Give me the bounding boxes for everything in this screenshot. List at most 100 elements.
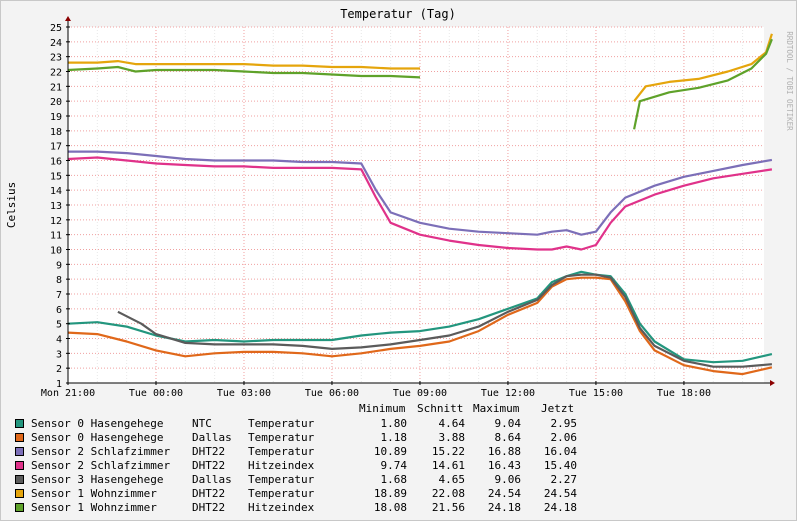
y-tick-label: 18 (50, 127, 62, 138)
legend-sensor-type: Dallas (192, 473, 232, 486)
y-tick-label: 5 (56, 320, 62, 331)
axes (65, 16, 775, 386)
legend-now: 2.27 (550, 473, 578, 486)
y-tick-label: 19 (50, 112, 62, 123)
legend-header-avg: Schnitt (417, 402, 464, 415)
x-tick-labels: Mon 21:00 Tue 00:00 Tue 03:00 Tue 06:00 Tue … (41, 381, 711, 399)
y-tick-label: 4 (56, 335, 62, 346)
legend-swatch (15, 503, 24, 512)
legend-swatch (15, 447, 24, 456)
series-line (67, 276, 773, 376)
x-axis-arrow (770, 380, 775, 386)
series-line (67, 38, 773, 130)
x-tick-label: Tue 00:00 (129, 388, 183, 399)
y-tick-label: 11 (50, 231, 62, 242)
y-tick-label: 7 (56, 290, 62, 301)
legend-now: 2.95 (550, 417, 578, 430)
legend-sensor-type: DHT22 (192, 459, 226, 472)
series-line (68, 150, 773, 236)
legend-label: Sensor 1 Wohnzimmer (31, 487, 157, 500)
legend-avg: 4.64 (438, 417, 466, 430)
legend-measure: Temperatur (248, 445, 315, 458)
y-tick-label: 23 (50, 53, 62, 64)
legend-swatch (15, 489, 24, 498)
y-tick-label: 25 (50, 23, 62, 34)
watermark: RRDTOOL / TOBI OETIKER (785, 31, 794, 131)
y-tick-label: 14 (50, 186, 62, 197)
legend-header-max: Maximum (473, 402, 520, 415)
legend-now: 24.18 (543, 501, 577, 514)
legend-avg: 14.61 (431, 459, 465, 472)
x-tick-label: Mon 21:00 (41, 388, 95, 399)
y-tick-label: 16 (50, 157, 62, 168)
x-tick-label: Tue 12:00 (481, 388, 535, 399)
y-tick-label: 17 (50, 142, 62, 153)
legend-avg: 3.88 (438, 431, 466, 444)
legend-min: 1.68 (380, 473, 408, 486)
legend-row: Sensor 1 Wohnzimmer DHT22 Hitzeindex 18.08 2… (15, 501, 577, 515)
y-tick-label: 9 (56, 260, 62, 271)
legend-label: Sensor 2 Schlafzimmer (31, 459, 171, 472)
legend-measure: Temperatur (248, 417, 315, 430)
y-tick-label: 21 (50, 82, 62, 93)
y-tick-label: 1 (56, 379, 62, 390)
y-tick-label: 10 (50, 246, 62, 257)
legend-now: 15.40 (543, 459, 577, 472)
legend-swatch (15, 475, 24, 484)
y-tick-label: 24 (50, 38, 62, 49)
legend-measure: Temperatur (248, 487, 315, 500)
y-tick-label: 8 (56, 275, 62, 286)
legend-min: 18.08 (373, 501, 407, 514)
x-tick-label: Tue 18:00 (657, 388, 711, 399)
legend-label: Sensor 0 Hasengehege (31, 431, 164, 444)
legend-sensor-type: DHT22 (192, 501, 226, 514)
legend-header-now: Jetzt (541, 402, 575, 415)
legend-min: 1.18 (380, 431, 408, 444)
legend-swatch (15, 433, 24, 442)
legend-label: Sensor 1 Wohnzimmer (31, 501, 157, 514)
y-tick-label: 20 (50, 97, 62, 108)
x-tick-label: Tue 15:00 (569, 388, 623, 399)
chart-title: Temperatur (Tag) (340, 7, 456, 21)
legend-measure: Temperatur (248, 431, 315, 444)
y-tick-label: 3 (56, 349, 62, 360)
y-tick-label: 15 (50, 171, 62, 182)
legend-row: Sensor 0 Hasengehege NTC Temperatur 1.80 4.6… (15, 417, 578, 431)
legend-row: Sensor 3 Hasengehege Dallas Temperatur 1.68… (15, 473, 578, 487)
series-lines (67, 33, 773, 376)
legend-label: Sensor 0 Hasengehege (31, 417, 164, 430)
legend-max: 8.64 (494, 431, 522, 444)
legend-swatch (15, 419, 24, 428)
legend-header-min: Minimum (359, 402, 406, 415)
legend-row: Sensor 1 Wohnzimmer DHT22 Temperatur 18.89 2… (15, 487, 577, 501)
legend-row: Sensor 0 Hasengehege Dallas Temperatur 1.18… (15, 431, 577, 445)
legend-label: Sensor 3 Hasengehege (31, 473, 164, 486)
series-line (117, 273, 772, 368)
y-tick-labels: 1234567891011121314151617181920212223242… (50, 23, 70, 390)
legend-avg: 21.56 (431, 501, 465, 514)
legend-max: 16.43 (487, 459, 521, 472)
series-line (67, 156, 773, 251)
legend-max: 9.04 (494, 417, 522, 430)
legend-now: 24.54 (543, 487, 577, 500)
legend-max: 24.18 (487, 501, 521, 514)
legend-measure: Hitzeindex (248, 501, 315, 514)
y-tick-label: 13 (50, 201, 62, 212)
legend-max: 9.06 (494, 473, 522, 486)
x-tick-label: Tue 06:00 (305, 388, 359, 399)
y-tick-label: 22 (50, 68, 62, 79)
legend-row: Sensor 2 Schlafzimmer DHT22 Hitzeindex 9.74… (15, 459, 577, 473)
legend-avg: 15.22 (431, 445, 465, 458)
legend-min: 1.80 (380, 417, 408, 430)
legend-max: 24.54 (487, 487, 521, 500)
legend-avg: 4.65 (438, 473, 466, 486)
x-tick-label: Tue 09:00 (393, 388, 447, 399)
legend-now: 16.04 (543, 445, 577, 458)
y-axis-arrow (65, 16, 71, 21)
series-line (67, 270, 773, 364)
y-tick-label: 2 (56, 364, 62, 375)
legend-min: 9.74 (380, 459, 408, 472)
legend-sensor-type: DHT22 (192, 445, 226, 458)
y-axis-label: Celsius (5, 182, 18, 228)
